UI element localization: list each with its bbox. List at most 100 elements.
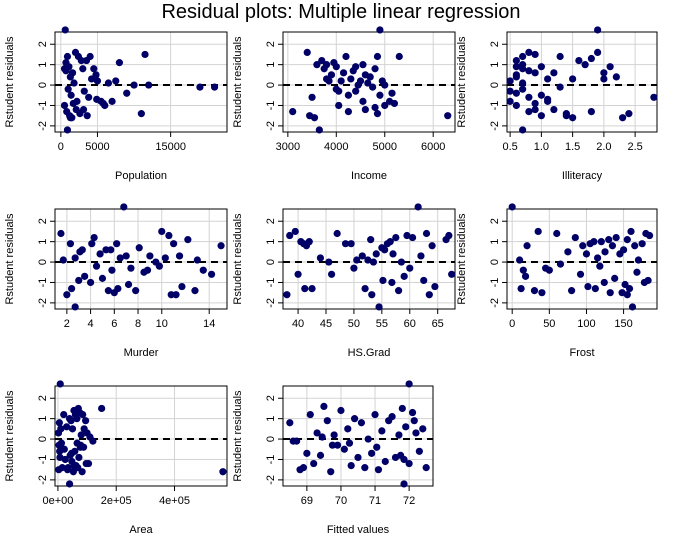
data-point xyxy=(305,238,313,246)
data-point xyxy=(633,268,641,276)
data-point xyxy=(296,466,304,474)
data-point xyxy=(369,83,377,91)
data-point xyxy=(606,63,614,71)
data-point xyxy=(531,50,539,59)
data-point xyxy=(405,380,413,388)
x-axis-title: Frost xyxy=(569,347,594,359)
data-point xyxy=(127,264,135,272)
data-point xyxy=(90,233,98,242)
data-point xyxy=(428,242,436,250)
data-point xyxy=(397,451,405,459)
data-point xyxy=(161,254,169,262)
y-tick-label: 1 xyxy=(37,239,49,245)
data-point xyxy=(444,112,452,120)
data-point xyxy=(506,77,514,85)
data-point xyxy=(562,112,570,120)
data-point xyxy=(308,284,316,293)
data-point xyxy=(537,91,545,99)
x-tick-label: 4000 xyxy=(324,141,348,153)
data-point xyxy=(61,26,69,34)
y-tick-label: 2 xyxy=(489,41,501,47)
y-tick-label: -1 xyxy=(37,455,49,465)
data-point xyxy=(301,284,309,293)
data-point xyxy=(78,246,86,254)
data-point xyxy=(178,282,186,291)
data-point xyxy=(341,240,350,248)
data-point xyxy=(79,65,87,73)
y-tick-label: 2 xyxy=(265,218,277,224)
plot-frame xyxy=(54,31,228,133)
x-axis-title: Population xyxy=(115,170,167,182)
data-point xyxy=(388,89,396,97)
data-point xyxy=(112,77,120,85)
data-point xyxy=(344,91,353,99)
data-point xyxy=(68,69,77,77)
data-point xyxy=(57,229,65,238)
data-point xyxy=(342,52,350,61)
data-point xyxy=(68,449,76,457)
y-tick-label: 1 xyxy=(265,239,277,245)
y-tick-label: 2 xyxy=(265,395,277,401)
data-point xyxy=(571,233,579,242)
data-point xyxy=(519,85,527,93)
data-point xyxy=(531,69,539,77)
data-point xyxy=(519,52,527,61)
x-axis-title: Income xyxy=(351,170,387,182)
data-point xyxy=(99,99,107,108)
data-point xyxy=(623,291,631,299)
x-tick-label: 6000 xyxy=(421,141,445,153)
y-tick-label: -2 xyxy=(37,298,49,308)
x-tick-label: 8 xyxy=(135,318,141,330)
data-point xyxy=(364,435,372,443)
x-tick-label: 2 xyxy=(64,318,70,330)
data-point xyxy=(556,52,564,61)
data-point xyxy=(402,423,410,431)
data-point xyxy=(371,103,379,112)
data-point xyxy=(400,480,408,488)
plot-frame xyxy=(282,208,456,310)
data-point xyxy=(361,284,369,293)
data-point xyxy=(544,95,552,103)
y-tick-label: 2 xyxy=(489,218,501,224)
data-point xyxy=(398,404,406,413)
y-tick-label: 1 xyxy=(489,62,501,68)
data-point xyxy=(517,284,525,293)
data-point xyxy=(108,97,116,105)
data-point xyxy=(381,246,389,254)
data-point xyxy=(623,236,631,244)
data-point xyxy=(89,437,97,445)
x-axis-title: Illiteracy xyxy=(562,170,603,182)
y-tick-label: 0 xyxy=(265,82,277,88)
x-tick-label: 2.5 xyxy=(627,141,642,153)
data-point xyxy=(619,114,627,122)
data-point xyxy=(70,79,78,87)
x-tick-label: 0 xyxy=(58,141,64,153)
data-point xyxy=(313,61,321,69)
x-tick-label: 50 xyxy=(348,318,360,330)
data-point xyxy=(116,254,124,262)
data-point xyxy=(556,83,564,91)
data-point xyxy=(335,101,343,110)
data-point xyxy=(68,425,77,433)
x-tick-label: 1.0 xyxy=(534,141,549,153)
data-point xyxy=(525,107,533,116)
data-point xyxy=(406,264,414,272)
x-tick-label: 60 xyxy=(404,318,416,330)
y-tick-label: 1 xyxy=(37,62,49,68)
data-point xyxy=(538,289,546,297)
y-axis-title: Rstudent residuals xyxy=(232,36,244,128)
y-tick-label: -1 xyxy=(265,278,277,288)
data-point xyxy=(217,242,225,250)
data-point xyxy=(85,93,93,101)
data-point xyxy=(591,284,599,293)
data-point xyxy=(210,83,219,91)
data-point xyxy=(506,87,514,95)
data-point xyxy=(347,461,355,470)
data-point xyxy=(67,417,75,425)
data-point xyxy=(364,256,372,264)
data-point xyxy=(70,461,78,470)
data-point xyxy=(594,26,602,34)
data-point xyxy=(600,278,608,287)
data-point xyxy=(374,466,383,474)
